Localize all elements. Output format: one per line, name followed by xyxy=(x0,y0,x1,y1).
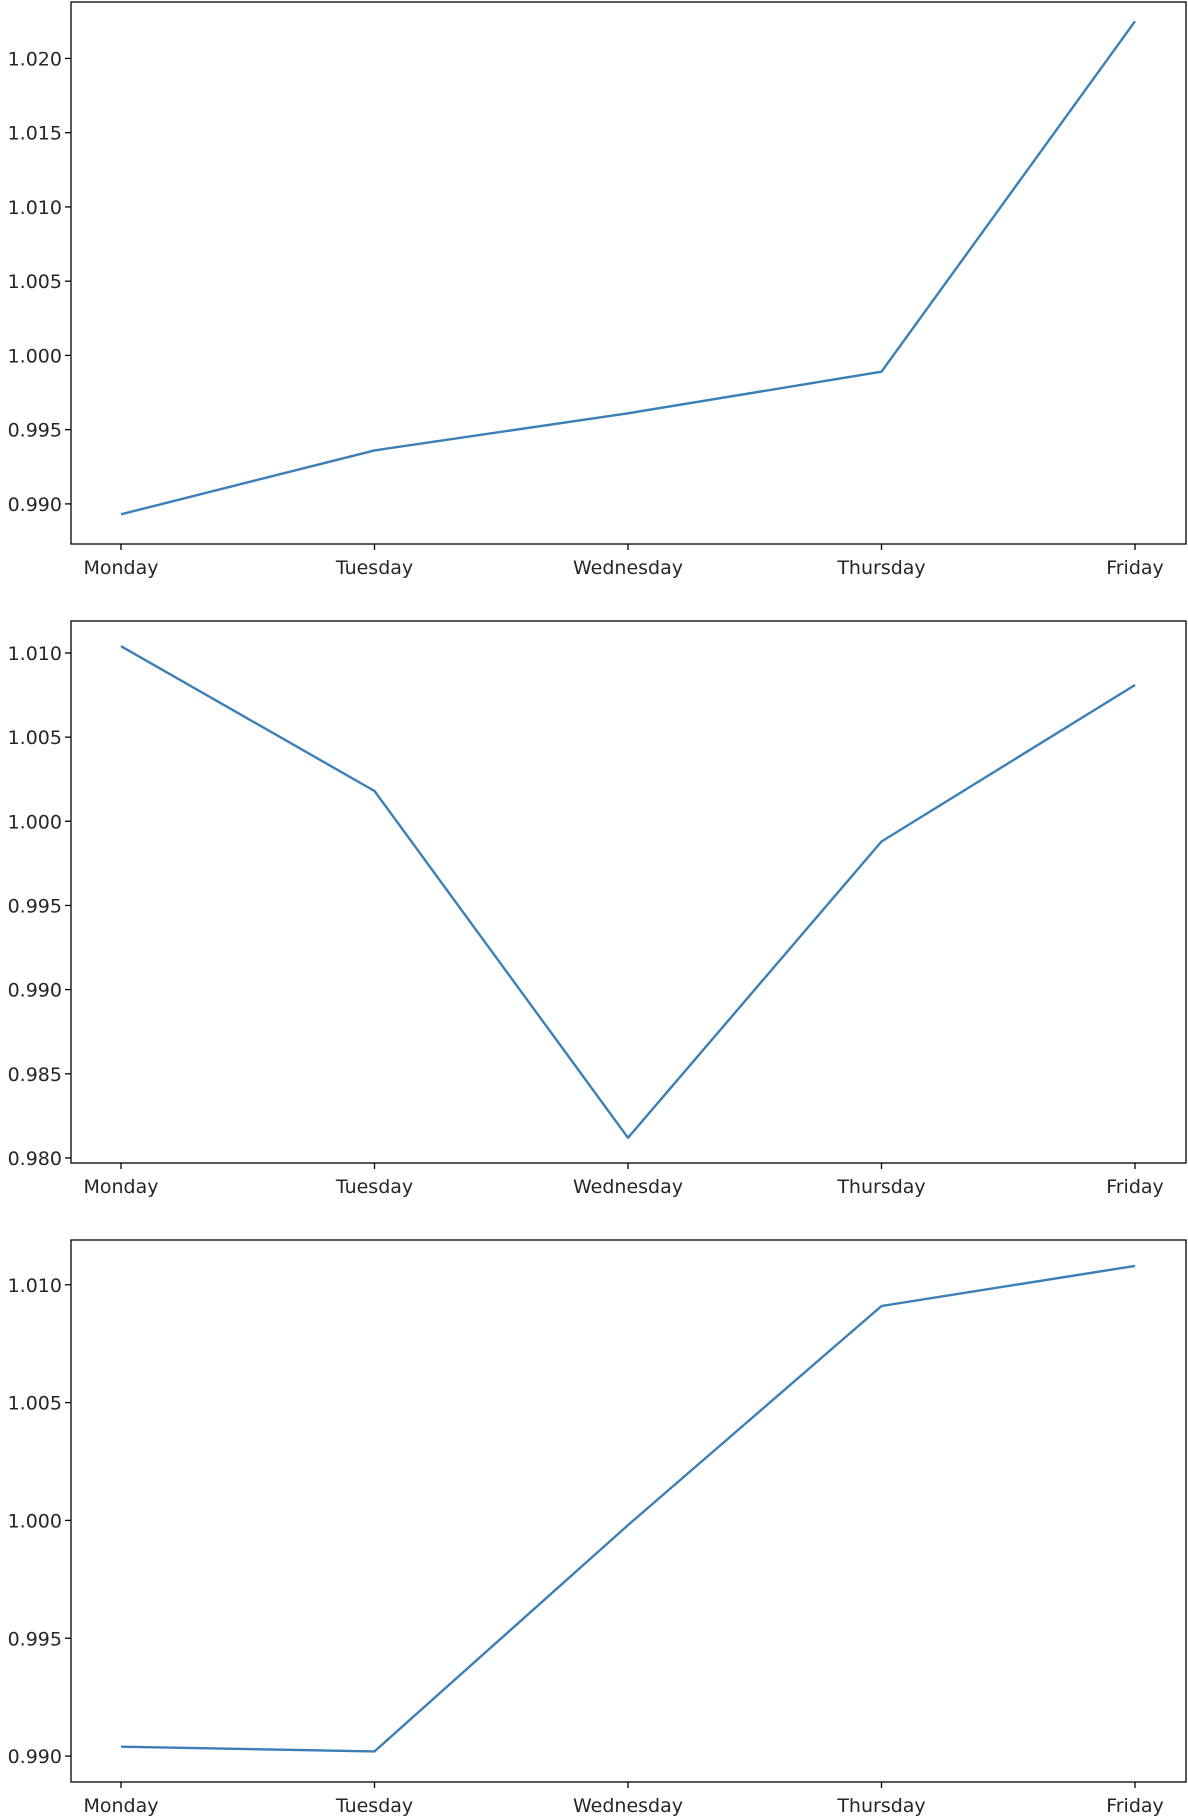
series-line xyxy=(120,20,1136,516)
y-tick-label: 1.010 xyxy=(8,643,62,665)
y-tick-label: 0.980 xyxy=(8,1148,62,1170)
x-tick-label: Tuesday xyxy=(335,557,413,579)
x-tick-label: Wednesday xyxy=(573,557,683,579)
y-tick-label: 1.000 xyxy=(8,1510,62,1532)
y-tick-label: 0.995 xyxy=(8,420,62,442)
chart-middle: 0.980 0.985 0.990 0.995 1.000 1.005 1.010 Monda… xyxy=(8,620,1187,1198)
y-tick-label: 0.985 xyxy=(8,1064,62,1086)
plot-frame xyxy=(70,620,1187,1164)
y-tick-label: 0.990 xyxy=(8,980,62,1002)
y-tick-label: 0.990 xyxy=(8,494,62,516)
x-tick-label: Thursday xyxy=(836,557,925,579)
y-tick-label: 1.005 xyxy=(8,271,62,293)
chart-top: 0.990 0.995 1.000 1.005 1.010 1.015 1.020 Monda… xyxy=(8,1,1187,579)
y-tick-label: 1.010 xyxy=(8,197,62,219)
x-tick-label: Monday xyxy=(83,557,158,579)
y-tick-label: 0.990 xyxy=(8,1746,62,1768)
plot-frame xyxy=(70,1239,1187,1783)
y-tick-label: 0.995 xyxy=(8,895,62,917)
x-tick-label: Tuesday xyxy=(335,1795,413,1817)
x-tick-label: Friday xyxy=(1106,1176,1164,1198)
series-line xyxy=(120,1264,1136,1753)
x-tick-label: Monday xyxy=(83,1795,158,1817)
x-tick-label: Thursday xyxy=(836,1176,925,1198)
y-tick-label: 1.000 xyxy=(8,811,62,833)
y-tick-label: 1.005 xyxy=(8,727,62,749)
x-tick-label: Wednesday xyxy=(573,1795,683,1817)
series-line xyxy=(120,645,1136,1140)
y-tick-label: 1.000 xyxy=(8,345,62,367)
x-tick-label: Tuesday xyxy=(335,1176,413,1198)
x-tick-label: Wednesday xyxy=(573,1176,683,1198)
chart-bottom: 0.990 0.995 1.000 1.005 1.010 Monday Tuesday We… xyxy=(8,1239,1187,1817)
plot-frame xyxy=(70,1,1187,545)
x-tick-label: Monday xyxy=(83,1176,158,1198)
y-tick-label: 1.020 xyxy=(8,48,62,70)
y-tick-label: 0.995 xyxy=(8,1628,62,1650)
x-tick-label: Thursday xyxy=(836,1795,925,1817)
y-tick-label: 1.010 xyxy=(8,1275,62,1297)
x-tick-label: Friday xyxy=(1106,1795,1164,1817)
y-tick-label: 1.005 xyxy=(8,1393,62,1415)
x-tick-label: Friday xyxy=(1106,557,1164,579)
y-tick-label: 1.015 xyxy=(8,123,62,145)
